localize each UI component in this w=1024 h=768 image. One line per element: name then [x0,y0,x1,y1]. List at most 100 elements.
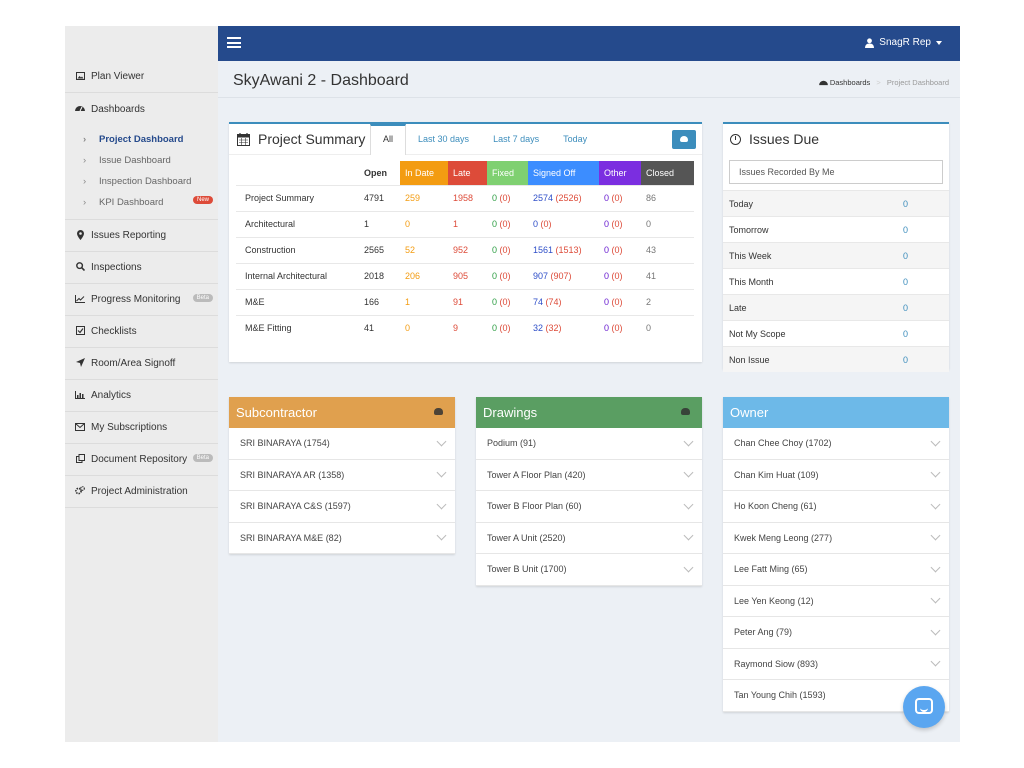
issues-due-count: 0 [903,224,909,235]
sidebar-subitem-project-dashboard[interactable]: › Project Dashboard [65,129,218,150]
chevron-down-icon [930,530,941,541]
owner-item[interactable]: Tan Young Chih (1593) [723,680,949,712]
column-header-open: Open [364,167,388,178]
drawing-item[interactable]: Tower B Unit (1700) [476,554,702,586]
sidebar-item-issues-reporting[interactable]: Issues Reporting [65,220,218,252]
cloud-download-icon[interactable] [434,408,443,415]
issues-due-row[interactable]: Non Issue 0 [723,346,949,372]
table-row[interactable]: Project Summary 4791 259 1958 0 (0) 2574 (252… [236,184,694,211]
paper-plane-icon [75,358,85,369]
sidebar-item-plan-viewer[interactable]: Plan Viewer [65,61,218,93]
issues-due-row[interactable]: Tomorrow 0 [723,216,949,242]
issues-due-list: Today 0 Tomorrow 0 This Week 0 This Month 0 Late… [723,190,949,372]
owner-item[interactable]: Lee Yen Keong (12) [723,586,949,617]
tab-all[interactable]: All [370,124,407,155]
cell-closed: 86 [641,184,694,211]
list-item-label: SRI BINARAYA C&S (1597) [240,501,351,512]
table-row[interactable]: M&E Fitting 41 0 9 0 (0) 32 (32) 0 (0) 0 [236,314,694,341]
copy-icon [75,454,85,465]
sidebar-item-analytics[interactable]: Analytics [65,380,218,412]
chevron-down-icon [930,562,941,573]
sidebar-item-room-area-signoff[interactable]: Room/Area Signoff [65,348,218,380]
owner-item[interactable]: Chan Kim Huat (109) [723,460,949,491]
issues-filter-select[interactable]: Issues Recorded By Me [729,160,943,184]
cell-fixed: 0 (0) [487,314,528,341]
drawings-panel: Drawings Podium (91) Tower A Floor Plan (… [476,397,702,586]
issues-due-row[interactable]: This Month 0 [723,268,949,294]
list-item-label: Lee Yen Keong (12) [734,595,814,606]
cell-signed-off: 2574 (2526) [528,184,599,211]
table-row[interactable]: M&E 166 1 91 0 (0) 74 (74) 0 (0) 2 [236,288,694,315]
owner-item[interactable]: Peter Ang (79) [723,617,949,649]
subcontractor-item[interactable]: SRI BINARAYA M&E (82) [229,523,455,554]
logo-area [65,26,218,61]
issues-due-row[interactable]: Today 0 [723,190,949,216]
owner-item[interactable]: Chan Chee Choy (1702) [723,428,949,460]
cell-fixed: 0 (0) [487,184,528,211]
issues-due-count: 0 [903,302,909,313]
owner-item[interactable]: Ho Koon Cheng (61) [723,491,949,523]
tab-last-7-days[interactable]: Last 7 days [493,134,540,144]
drawing-item[interactable]: Tower A Floor Plan (420) [476,460,702,491]
owner-item[interactable]: Lee Fatt Ming (65) [723,554,949,586]
chevron-down-icon [930,656,941,667]
sidebar-item-project-administration[interactable]: Project Administration [65,476,218,508]
cell-open: 2018 [359,262,400,289]
breadcrumb-current: Project Dashboard [886,78,949,87]
list-item-label: Raymond Siow (893) [734,658,819,669]
chevron-down-icon [930,593,941,604]
cell-other: 0 (0) [599,236,641,263]
breadcrumb-dashboards[interactable]: Dashboards [829,78,871,87]
drawing-item[interactable]: Tower A Unit (2520) [476,523,702,554]
sidebar-subitem-kpi-dashboard[interactable]: › KPI Dashboard New [65,192,218,213]
list-item-label: Tower B Floor Plan (60) [487,501,582,512]
issues-due-row[interactable]: This Week 0 [723,242,949,268]
chevron-right-icon: › [83,197,87,208]
cell-other: 0 (0) [599,314,641,341]
table-row[interactable]: Construction 2565 52 952 0 (0) 1561 (1513) 0 (… [236,236,694,263]
sidebar-subitem-issue-dashboard[interactable]: › Issue Dashboard [65,150,218,171]
owner-item[interactable]: Kwek Meng Leong (277) [723,523,949,554]
drawing-item[interactable]: Tower B Floor Plan (60) [476,491,702,523]
drawing-item[interactable]: Podium (91) [476,428,702,460]
issues-due-label: This Week [729,250,772,261]
sidebar-item-checklists[interactable]: Checklists [65,316,218,348]
subcontractor-item[interactable]: SRI BINARAYA C&S (1597) [229,491,455,523]
sidebar-subitem-inspection-dashboard[interactable]: › Inspection Dashboard [65,171,218,192]
menu-toggle-icon[interactable] [227,37,241,48]
list-item-label: SRI BINARAYA M&E (82) [240,532,342,543]
subcontractor-item[interactable]: SRI BINARAYA AR (1358) [229,460,455,491]
cloud-download-icon[interactable] [681,408,690,415]
chevron-down-icon [930,625,941,636]
user-menu[interactable]: SnagR Rep [865,37,942,48]
table-row[interactable]: Internal Architectural 2018 206 905 0 (0) 907… [236,262,694,289]
issues-due-row[interactable]: Not My Scope 0 [723,320,949,346]
sidebar-item-my-subscriptions[interactable]: My Subscriptions [65,412,218,444]
search-icon [75,262,85,273]
row-name: Construction [236,236,359,263]
dashboard-icon [75,104,85,115]
cell-open: 166 [359,288,400,315]
issues-due-row[interactable]: Late 0 [723,294,949,320]
sidebar-item-document-repository[interactable]: Document Repository Beta [65,444,218,476]
cogs-icon [75,486,85,497]
owner-header: Owner [723,397,949,428]
tab-today[interactable]: Today [563,134,588,144]
download-button[interactable] [672,130,696,149]
sidebar-item-dashboards[interactable]: Dashboards [65,93,218,125]
cell-late: 9 [448,314,487,341]
list-item-label: Tower B Unit (1700) [487,564,567,575]
table-row[interactable]: Architectural 1 0 1 0 (0) 0 (0) 0 (0) 0 [236,210,694,237]
beta-badge: Beta [192,294,213,302]
subcontractor-item[interactable]: SRI BINARAYA (1754) [229,428,455,460]
tab-last-30-days[interactable]: Last 30 days [418,134,470,144]
owner-item[interactable]: Raymond Siow (893) [723,649,949,680]
sidebar-item-progress-monitoring[interactable]: Progress Monitoring Beta [65,284,218,316]
calendar-icon [237,132,250,146]
sidebar-item-inspections[interactable]: Inspections [65,252,218,284]
sidebar-item-label: Project Administration [91,486,188,497]
cell-signed-off: 907 (907) [528,262,599,289]
cell-signed-off: 1561 (1513) [528,236,599,263]
issues-due-label: This Month [729,276,774,287]
chat-launcher-button[interactable] [903,686,945,728]
